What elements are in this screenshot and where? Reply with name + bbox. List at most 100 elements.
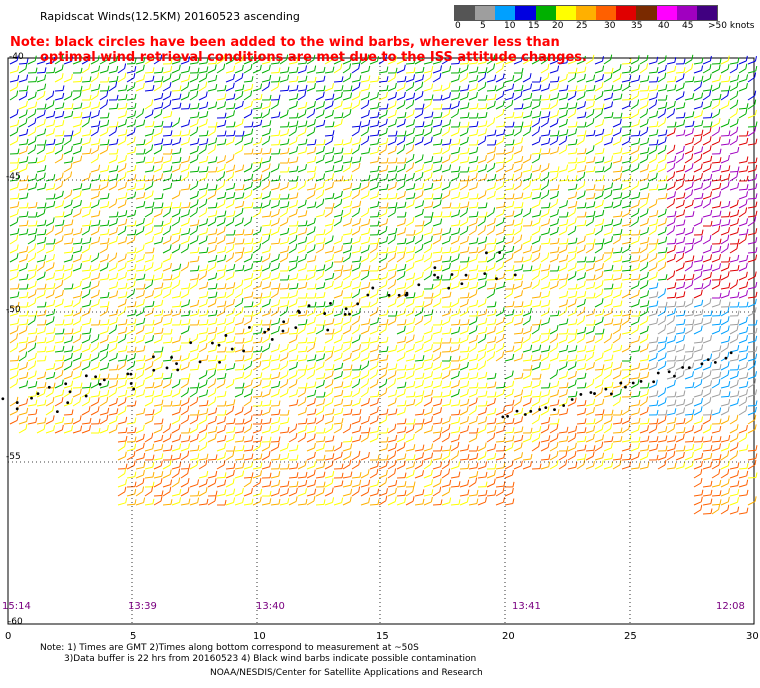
wind-barb-flag: [440, 119, 443, 126]
wind-barb: [423, 168, 432, 173]
wind-barb: [180, 86, 189, 92]
wind-barb-flag: [206, 57, 209, 63]
wind-barb: [135, 222, 144, 227]
wind-barb: [513, 248, 522, 254]
wind-barb: [351, 312, 360, 317]
wind-barb-flag: [332, 308, 335, 314]
wind-barb-flag: [26, 58, 29, 64]
wind-barb: [99, 205, 108, 209]
wind-barb-flag: [458, 202, 461, 208]
wind-barb-flag: [169, 217, 172, 223]
wind-barb: [225, 196, 234, 200]
wind-barb-flag: [620, 265, 623, 271]
wind-barb-flag: [269, 219, 272, 226]
wind-barb-flag: [530, 110, 533, 116]
wind-barb: [342, 233, 351, 236]
wind-barb-flag: [701, 192, 704, 199]
wind-barb-flag: [539, 111, 542, 117]
wind-barb-flag: [53, 110, 56, 117]
wind-barb: [585, 232, 594, 236]
wind-barb: [216, 89, 226, 92]
wind-barb-flag: [314, 265, 317, 271]
wind-barb: [144, 125, 154, 128]
wind-barb-flag: [197, 83, 200, 90]
wind-barb-flag: [475, 342, 478, 348]
wind-barb: [72, 232, 81, 236]
wind-barb-flag: [709, 298, 712, 304]
wind-barb: [531, 105, 540, 110]
wind-barb: [333, 60, 342, 65]
wind-barb-flag: [152, 274, 155, 280]
wind-barb-flag: [269, 272, 272, 278]
wind-barb: [306, 176, 315, 182]
wind-barb-flag: [196, 333, 199, 340]
wind-barb: [594, 60, 603, 65]
wind-barb-flag: [746, 254, 749, 261]
wind-barb: [378, 276, 387, 281]
wind-barb: [540, 185, 548, 191]
wind-barb-flag: [161, 76, 164, 82]
wind-barb-flag: [314, 76, 317, 82]
wind-barb-flag: [539, 300, 542, 306]
wind-barb: [153, 149, 162, 155]
wind-barb-flag: [179, 263, 182, 269]
wind-barb: [594, 152, 604, 155]
wind-barb-flag: [232, 154, 235, 160]
wind-barb: [36, 212, 45, 218]
wind-barb-flag: [727, 118, 730, 124]
wind-barb-flag: [404, 282, 407, 288]
wind-barb-flag: [602, 308, 605, 315]
wind-barb: [576, 116, 585, 119]
wind-barb-flag: [125, 282, 128, 288]
wind-barb: [9, 239, 18, 245]
wind-barb: [432, 259, 441, 263]
wind-barb: [99, 197, 109, 200]
wind-barb: [162, 160, 171, 164]
wind-barb: [684, 314, 693, 317]
wind-barb: [486, 151, 495, 155]
wind-barb-flag: [214, 144, 217, 150]
wind-barb: [504, 269, 514, 272]
wind-barb-flag: [205, 73, 208, 79]
wind-barb: [27, 332, 37, 335]
wind-barb-flag: [512, 210, 515, 216]
wind-barb-flag: [440, 337, 443, 344]
wind-barb: [432, 161, 441, 164]
wind-barb-flag: [71, 300, 74, 306]
wind-barb: [9, 140, 18, 146]
wind-barb: [450, 313, 459, 317]
wind-barb: [405, 266, 414, 272]
wind-barb-flag: [224, 93, 227, 99]
wind-barb-flag: [314, 301, 317, 307]
wind-barb: [585, 197, 594, 200]
wind-barb-flag: [304, 253, 307, 260]
wind-barb: [351, 79, 360, 83]
wind-barb-flag: [431, 283, 434, 290]
wind-barb-flag: [107, 273, 110, 279]
wind-barb-flag: [115, 343, 118, 349]
wind-barb-flag: [674, 301, 677, 307]
wind-barb-flag: [494, 93, 497, 100]
wind-barb-flag: [305, 292, 308, 299]
wind-barb: [567, 212, 576, 218]
wind-barb: [63, 213, 72, 218]
wind-barb: [198, 96, 207, 101]
wind-barb-flag: [178, 216, 181, 222]
wind-barb: [153, 59, 161, 65]
wind-barb: [108, 340, 117, 344]
wind-barb-flag: [656, 129, 659, 135]
wind-barb-flag: [404, 308, 407, 314]
wind-barb-flag: [664, 261, 667, 267]
wind-barb-flag: [548, 129, 551, 135]
wind-barb: [657, 320, 666, 326]
wind-barb: [639, 197, 649, 200]
wind-barb: [531, 230, 540, 236]
wind-barb-flag: [169, 81, 172, 88]
wind-barb: [216, 287, 226, 290]
wind-barb-flag: [629, 265, 632, 271]
wind-barb-flag: [278, 344, 281, 350]
wind-barb-flag: [116, 103, 119, 109]
wind-barb: [450, 132, 459, 137]
wind-barb-flag: [709, 63, 712, 70]
wind-barb: [504, 321, 513, 326]
